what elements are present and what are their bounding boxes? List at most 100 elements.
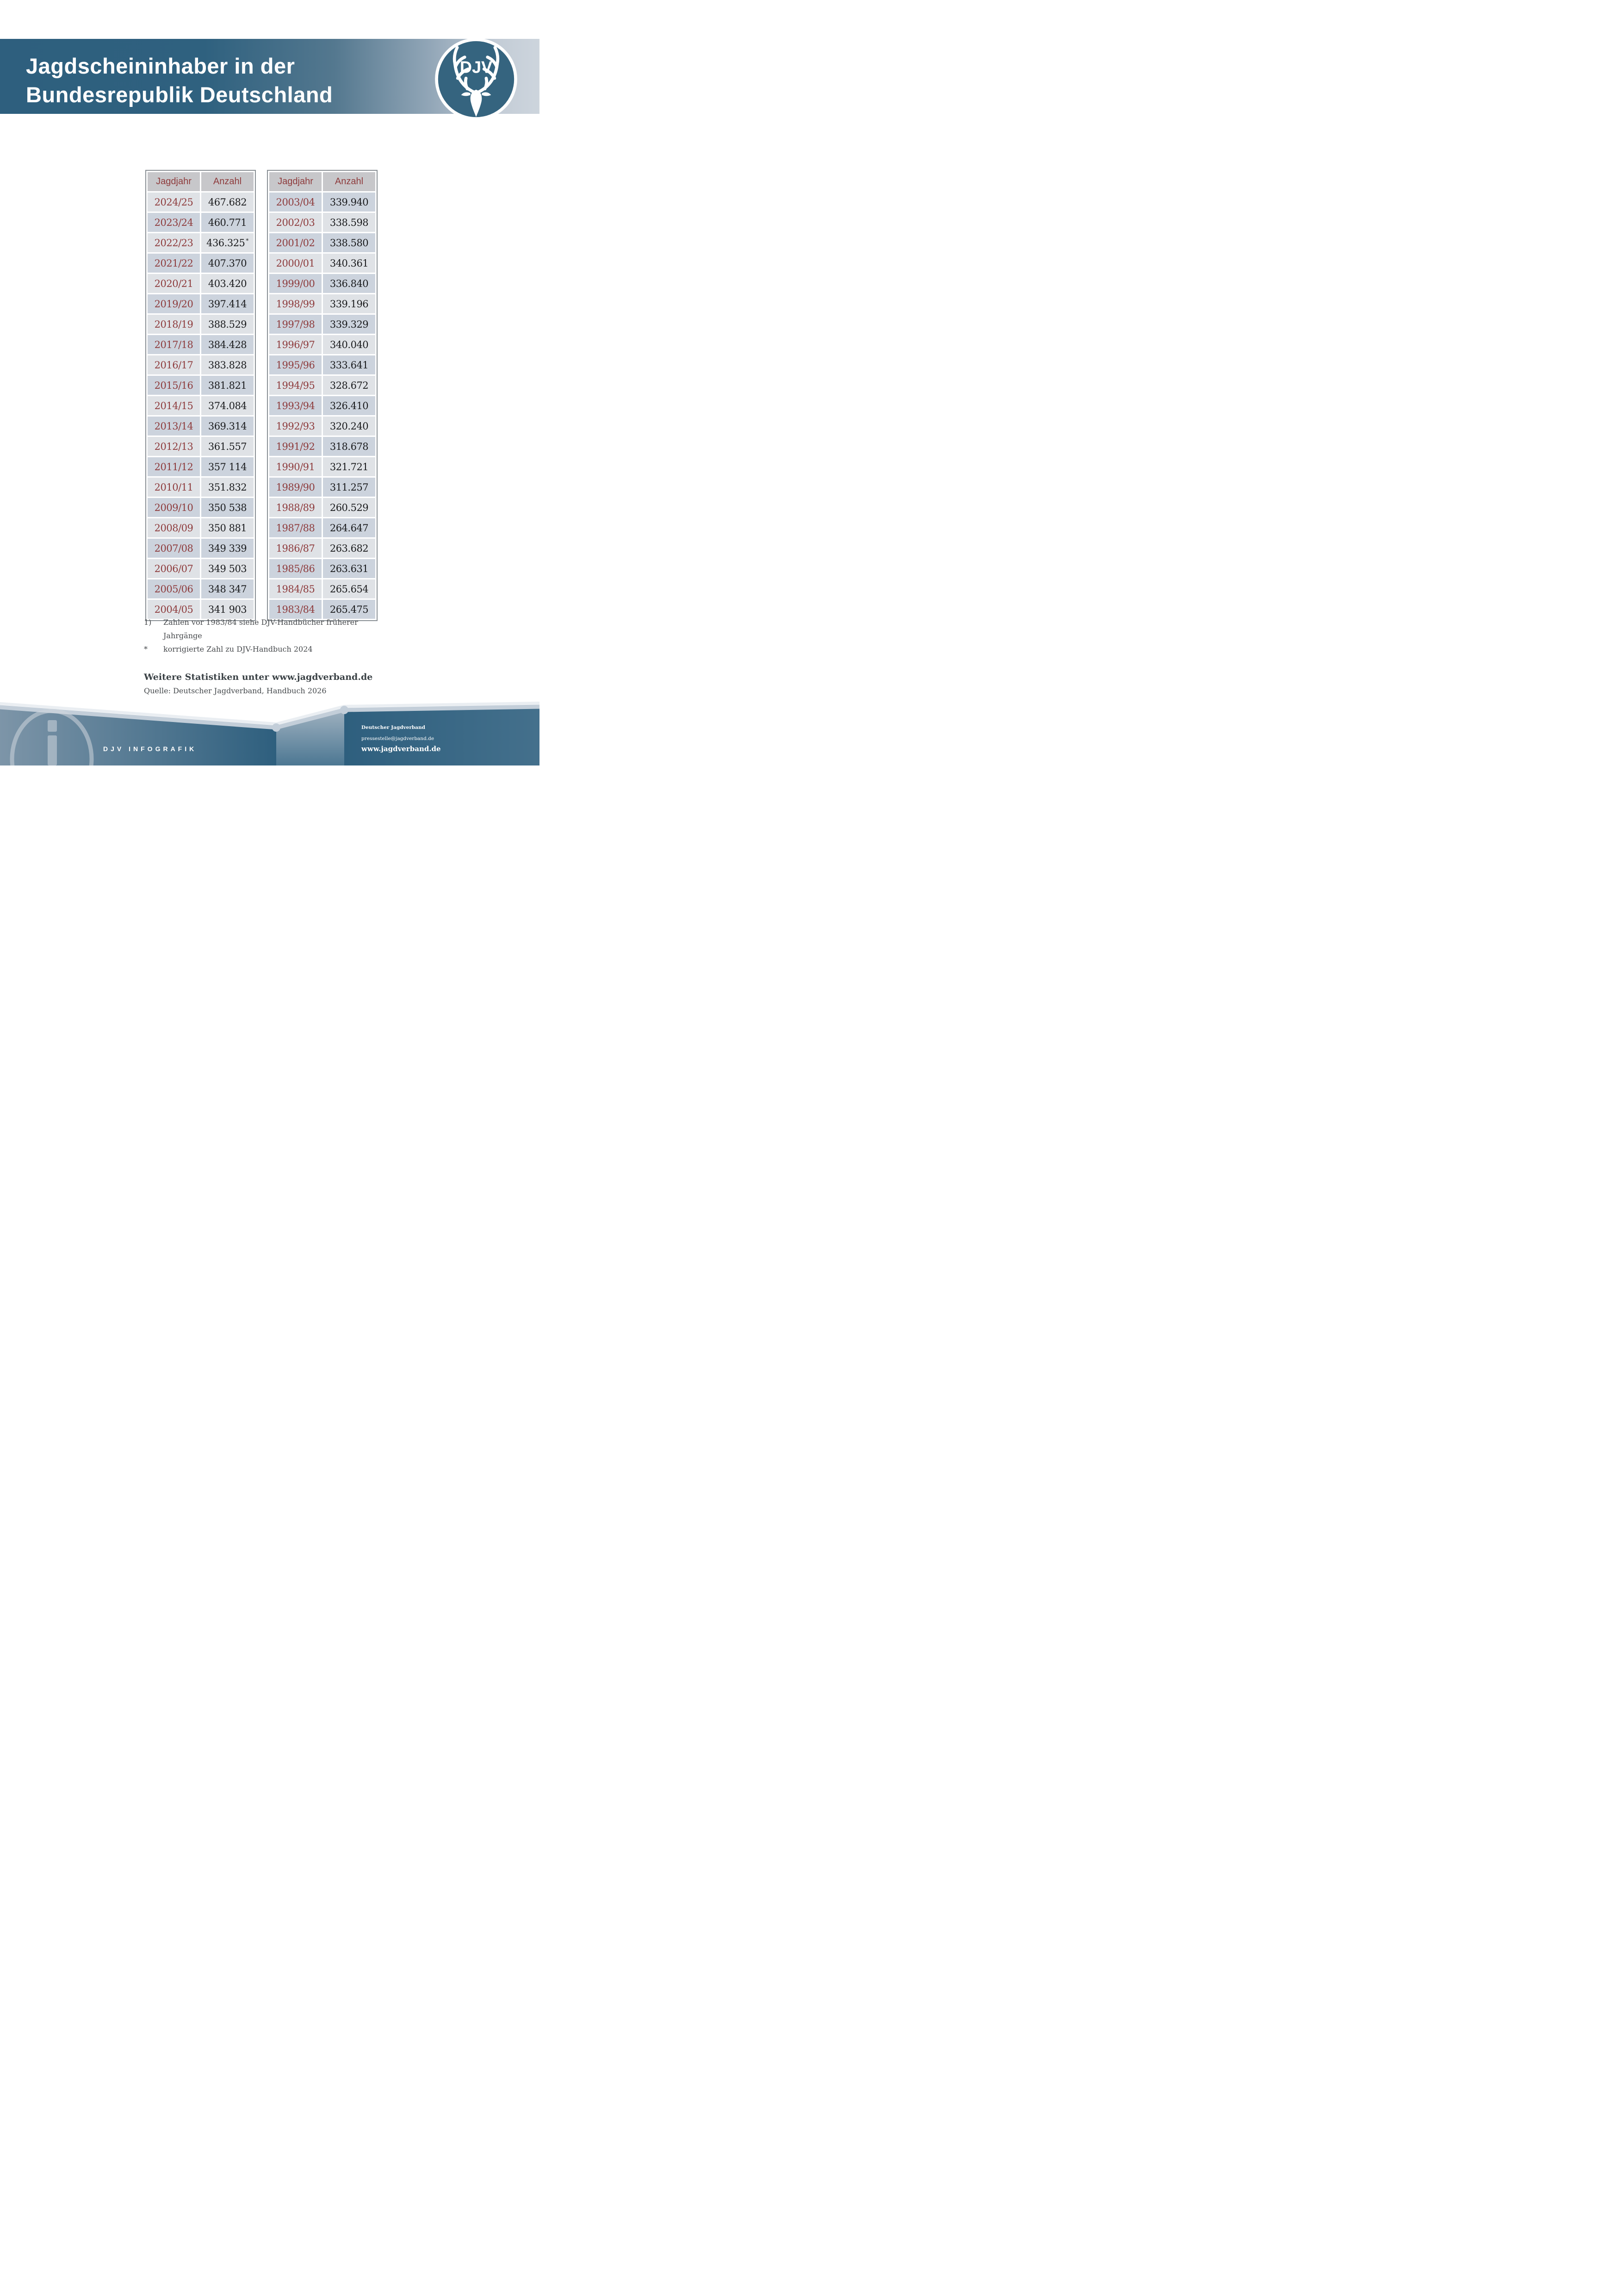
table-row: 2021/22 407.370 [148, 254, 254, 273]
jagdjahr-cell: 2023/24 [148, 213, 200, 232]
footer-band-joint [340, 706, 348, 714]
table-row: 2024/25 467.682 [148, 193, 254, 212]
anzahl-cell: 336.840 [323, 274, 375, 293]
jagdjahr-cell: 1997/98 [269, 315, 322, 334]
table-row: 1995/96 333.641 [269, 355, 375, 374]
jagdjahr-cell: 2006/07 [148, 559, 200, 578]
anzahl-cell: 357 114 [201, 457, 254, 476]
anzahl-cell: 383.828 [201, 355, 254, 374]
anzahl-cell: 260.529 [323, 498, 375, 517]
table-header-row: Jagdjahr Anzahl [269, 172, 375, 191]
footer-highlight-band [0, 702, 539, 725]
jagdjahr-cell: 2015/16 [148, 376, 200, 395]
source-note: Quelle: Deutscher Jagdverband, Handbuch … [144, 686, 327, 695]
anzahl-cell: 341 903 [201, 600, 254, 619]
jagdjahr-cell: 2007/08 [148, 539, 200, 558]
jagdjahr-cell: 2016/17 [148, 355, 200, 374]
right-table: Jagdjahr Anzahl 2003/04 339.940 2002/03 338… [267, 170, 378, 621]
anzahl-cell: 264.647 [323, 518, 375, 537]
table-row: 2006/07 349 503 [148, 559, 254, 578]
jagdjahr-cell: 2021/22 [148, 254, 200, 273]
anzahl-cell: 381.821 [201, 376, 254, 395]
jagdjahr-cell: 1983/84 [269, 600, 322, 619]
jagdjahr-cell: 1989/90 [269, 478, 322, 497]
anzahl-cell: 263.631 [323, 559, 375, 578]
table-row: 1989/90 311.257 [269, 478, 375, 497]
jagdjahr-header: Jagdjahr [269, 172, 322, 191]
jagdjahr-cell: 2019/20 [148, 294, 200, 313]
table-row: 2007/08 349 339 [148, 539, 254, 558]
footer-email: pressestelle@jagdverband.de [361, 736, 434, 741]
anzahl-cell: 321.721 [323, 457, 375, 476]
table-row: 1991/92 318.678 [269, 437, 375, 456]
jagdjahr-cell: 2017/18 [148, 335, 200, 354]
table-row: 2020/21 403.420 [148, 274, 254, 293]
footnote-1: 1) Zahlen vor 1983/84 siehe DJV-Handbüch… [144, 616, 375, 642]
anzahl-cell: 349 503 [201, 559, 254, 578]
table-row: 1990/91 321.721 [269, 457, 375, 476]
page-title: Jagdscheininhaber in der Bundesrepublik … [26, 52, 333, 109]
anzahl-cell: 320.240 [323, 417, 375, 436]
anzahl-cell: 388.529 [201, 315, 254, 334]
jagdjahr-cell: 2013/14 [148, 417, 200, 436]
table-row: 1999/00 336.840 [269, 274, 375, 293]
anzahl-cell: 349 339 [201, 539, 254, 558]
table-row: 2011/12 357 114 [148, 457, 254, 476]
stag-head-icon [461, 89, 491, 117]
table-row: 2019/20 397.414 [148, 294, 254, 313]
anzahl-cell: 397.414 [201, 294, 254, 313]
value-footnote-marker: * [246, 237, 248, 244]
footer-brand: DJV INFOGRAFIK [103, 745, 197, 753]
anzahl-cell: 467.682 [201, 193, 254, 212]
table-row: 2003/04 339.940 [269, 193, 375, 212]
anzahl-cell: 339.940 [323, 193, 375, 212]
anzahl-cell: 403.420 [201, 274, 254, 293]
anzahl-cell: 339.196 [323, 294, 375, 313]
jagdjahr-cell: 2011/12 [148, 457, 200, 476]
table-row: 2023/24 460.771 [148, 213, 254, 232]
footnote-2-marker: * [144, 645, 148, 653]
jagdjahr-cell: 1987/88 [269, 518, 322, 537]
footnote-2: * korrigierte Zahl zu DJV-Handbuch 2024 [144, 642, 375, 656]
table-row: 1988/89 260.529 [269, 498, 375, 517]
table-row: 2017/18 384.428 [148, 335, 254, 354]
jagdjahr-cell: 1992/93 [269, 417, 322, 436]
jagdjahr-cell: 1984/85 [269, 579, 322, 598]
jagdjahr-cell: 1998/99 [269, 294, 322, 313]
jagdjahr-cell: 2001/02 [269, 233, 322, 252]
jagdjahr-header: Jagdjahr [148, 172, 200, 191]
jagdjahr-cell: 1995/96 [269, 355, 322, 374]
antlers-icon [453, 46, 500, 94]
anzahl-cell: 384.428 [201, 335, 254, 354]
anzahl-cell: 311.257 [323, 478, 375, 497]
table-row: 1992/93 320.240 [269, 417, 375, 436]
anzahl-cell: 350 881 [201, 518, 254, 537]
jagdjahr-cell: 2003/04 [269, 193, 322, 212]
djv-logo: DJV [435, 38, 517, 120]
footer-banner [0, 702, 539, 765]
jagdjahr-cell: 1993/94 [269, 396, 322, 415]
logo-circle [435, 38, 517, 120]
anzahl-cell: 326.410 [323, 396, 375, 415]
jagdjahr-cell: 2014/15 [148, 396, 200, 415]
footer-right-panel [344, 707, 539, 765]
jagdjahr-cell: 1986/87 [269, 539, 322, 558]
table-row: 2012/13 361.557 [148, 437, 254, 456]
anzahl-cell: 265.475 [323, 600, 375, 619]
table-row: 2002/03 338.598 [269, 213, 375, 232]
table-row: 1993/94 326.410 [269, 396, 375, 415]
left-table: Jagdjahr Anzahl 2024/25 467.682 2023/24 460… [145, 170, 256, 621]
anzahl-cell: 339.329 [323, 315, 375, 334]
table-row: 2009/10 350 538 [148, 498, 254, 517]
anzahl-header: Anzahl [201, 172, 254, 191]
anzahl-header: Anzahl [323, 172, 375, 191]
anzahl-cell: 351.832 [201, 478, 254, 497]
table-row: 2015/16 381.821 [148, 376, 254, 395]
table-row: 1996/97 340.040 [269, 335, 375, 354]
jagdjahr-cell: 2000/01 [269, 254, 322, 273]
jagdjahr-cell: 2008/09 [148, 518, 200, 537]
jagdjahr-cell: 1988/89 [269, 498, 322, 517]
anzahl-cell: 328.672 [323, 376, 375, 395]
jagdjahr-cell: 2010/11 [148, 478, 200, 497]
footer-edge-band [0, 704, 539, 730]
